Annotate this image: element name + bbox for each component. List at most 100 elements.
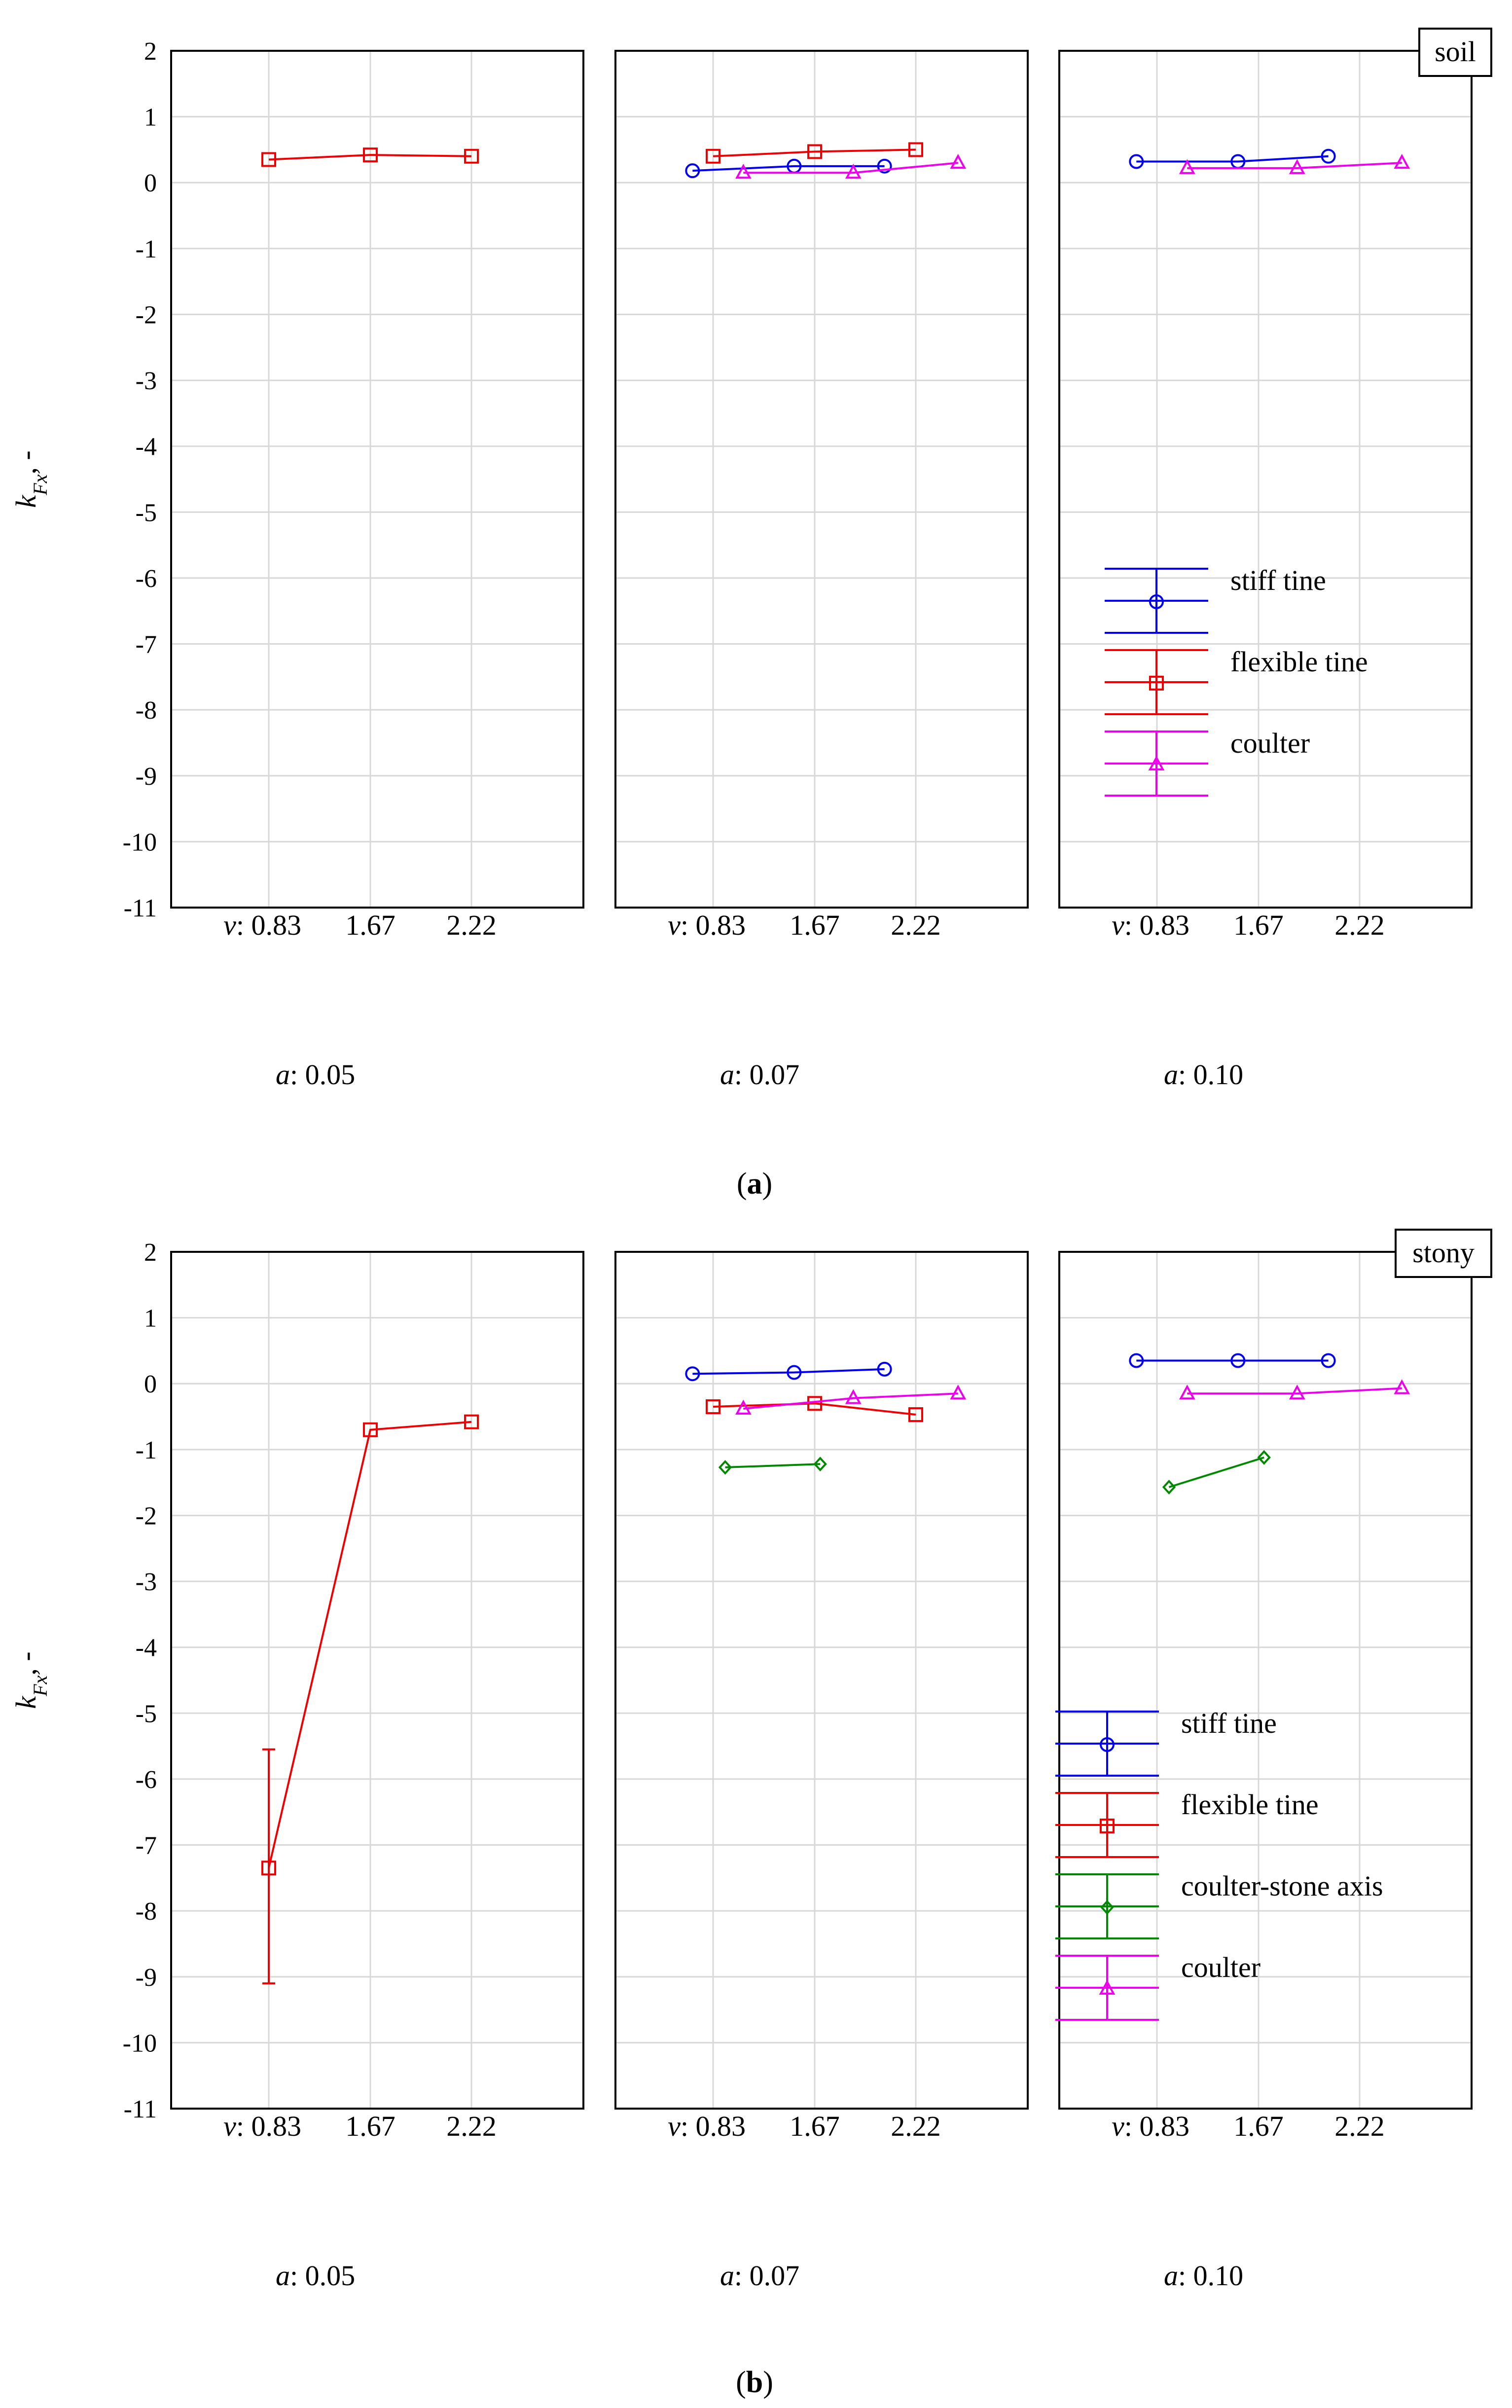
subfigure-b: 2 1 0 -1 -2 -3 -4 -5 -6 -7 -8 -9 -10 -11 kFx, - v: 0.83… [10,1229,1492,2399]
condition-label: stony [1395,1229,1492,1278]
series-line [743,162,958,174]
y-tick-label: -9 [136,763,157,791]
legend: stiff tine flexible tine coulter-stone axi… [1055,1707,1383,2021]
marker-coulter [1394,153,1410,169]
panel-a-0-05: v: 0.83 1.67 2.22 a: 0.05 [170,50,584,1091]
x-tick-label: 1.67 [790,909,840,941]
x-tick-label: 1.67 [345,2110,396,2142]
y-tick-label: -1 [136,235,157,263]
legend-entry: coulter [1055,1951,1260,2021]
series-line [725,1463,821,1468]
series-coulter [735,1385,967,1415]
panel-a-label: a: 0.10 [1164,1058,1243,1091]
marker-stiff-tine [685,163,700,179]
y-tick-label: -2 [136,301,157,329]
y-tick-label: -2 [136,1502,157,1530]
marker-flexible-tine [706,148,720,164]
legend: stiff tine flexible tine coulter [1105,564,1368,797]
marker-coulter [950,153,967,169]
y-axis-label: kFx, - [10,450,51,508]
y-tick-label: 1 [144,1305,157,1333]
marker-flexible-tine [807,144,822,159]
y-tick-label: 1 [144,104,157,132]
x-tick-label: 2.22 [1334,909,1385,941]
subfigure-label: (a) [737,1167,772,1201]
condition-label: soil [1418,28,1492,77]
x-tick-label: 2.22 [891,909,941,941]
y-tick-label: 0 [144,169,157,197]
marker-flexible-tine [706,1399,720,1414]
series-coulter-stone-axis [718,1457,827,1475]
marker-coulter [1099,1979,1116,1995]
y-tick-label: -4 [136,1634,157,1662]
series-line [1187,1387,1402,1395]
y-tick-label: -7 [136,1832,157,1860]
y-tick-label: -11 [124,2095,157,2123]
panel-frame [170,1251,584,2110]
x-tick-label: v: 0.83 [223,909,301,941]
y-tick-label: 2 [144,37,157,66]
marker-flexible-tine [464,148,479,164]
series-line [713,1402,916,1416]
y-tick-label: -3 [136,1568,157,1596]
legend-label: flexible tine [1181,1788,1319,1821]
panel-a-0-10: v: 0.83 1.67 2.22 a: 0.10 [1058,1251,1473,2292]
legend-entry: stiff tine [1055,1707,1277,1777]
y-tick-label: 2 [144,1239,157,1267]
marker-flexible-tine [1100,1819,1115,1833]
marker-coulter [1179,159,1195,174]
marker-coulter-stone-axis [813,1457,827,1472]
marker-stiff-tine [877,158,892,174]
y-tick-label: -3 [136,367,157,395]
series-flexible-tine [706,1396,923,1423]
marker-stiff-tine [1100,1737,1115,1752]
x-tick-label: 2.22 [891,2110,941,2142]
subfigure-a: 2 1 0 -1 -2 -3 -4 -5 -6 -7 -8 -9 -10 -11 kFx, - v: 0.83… [10,28,1492,1201]
marker-coulter [1148,755,1165,770]
series-stiff-tine [1129,1353,1336,1368]
x-tick-label: 2.22 [1334,2110,1385,2142]
marker-coulter [845,163,862,179]
legend-label: stiff tine [1181,1707,1277,1739]
marker-coulter [1179,1385,1195,1400]
legend-entry: flexible tine [1105,646,1368,715]
marker-flexible-tine [261,152,276,167]
panel-frame [170,50,584,909]
x-tick-label: 1.67 [345,909,396,941]
marker-coulter-stone-axis [718,1459,732,1475]
condition-label-box [1418,28,1492,77]
x-tick-label: 1.67 [1233,2110,1284,2142]
series-line [268,1421,472,1868]
marker-stiff-tine [1149,594,1164,609]
legend-label: flexible tine [1230,646,1368,678]
series-flexible-tine [706,142,923,164]
y-tick-label: -4 [136,433,157,461]
marker-stiff-tine [1230,1353,1246,1368]
marker-stiff-tine [787,1365,802,1380]
condition-label-box [1395,1229,1492,1278]
marker-stiff-tine [1129,1353,1144,1368]
x-tick-label: 2.22 [446,2110,497,2142]
x-tick-label: 1.67 [790,2110,840,2142]
marker-stiff-tine [1321,148,1336,164]
panel-frame [1058,1251,1473,2110]
subfigure-label: (b) [736,2366,773,2399]
marker-coulter [950,1385,967,1400]
x-tick-label: v: 0.83 [1112,2110,1189,2142]
panel-a-label: a: 0.05 [276,2260,355,2292]
marker-coulter [1394,1379,1410,1394]
x-tick-label: 1.67 [1233,909,1284,941]
series-flexible-tine [261,1414,479,1985]
panel-a-label: a: 0.07 [720,1058,799,1091]
condition-label-text: soil [1435,36,1476,68]
series-line [713,148,916,157]
marker-flexible-tine [363,147,378,163]
x-tick-label: v: 0.83 [1112,909,1189,941]
legend-label: coulter [1230,727,1310,759]
marker-coulter [1289,1385,1305,1400]
y-tick-label: -5 [136,499,157,527]
y-tick-label: -10 [123,828,157,856]
y-tick-label: -9 [136,1964,157,1992]
series-coulter [1179,153,1410,174]
